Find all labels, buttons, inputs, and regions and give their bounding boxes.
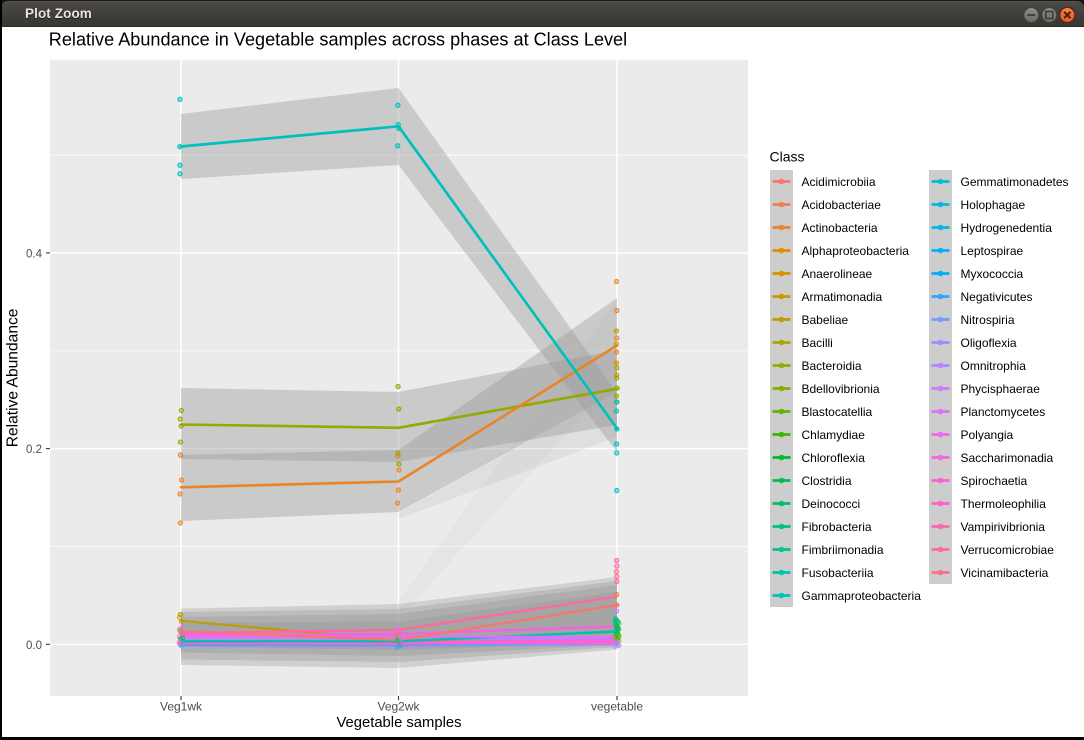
svg-text:Relative Abundance in Vegetabl: Relative Abundance in Vegetable samples … — [49, 29, 627, 49]
svg-text:Phycisphaerae: Phycisphaerae — [961, 382, 1041, 396]
svg-text:Vampirivibrionia: Vampirivibrionia — [961, 520, 1046, 534]
svg-text:Oligoflexia: Oligoflexia — [961, 336, 1017, 350]
svg-text:Leptospirae: Leptospirae — [961, 244, 1024, 258]
svg-text:Gammaproteobacteria: Gammaproteobacteria — [802, 589, 922, 603]
svg-text:Armatimonadia: Armatimonadia — [802, 290, 883, 304]
svg-text:Veg2wk: Veg2wk — [377, 699, 420, 713]
svg-text:Thermoleophilia: Thermoleophilia — [961, 497, 1047, 511]
svg-text:Vegetable samples: Vegetable samples — [336, 715, 461, 731]
svg-text:Fusobacteriia: Fusobacteriia — [802, 566, 874, 580]
svg-text:Anaerolineae: Anaerolineae — [802, 267, 873, 281]
svg-text:vegetable: vegetable — [591, 699, 643, 713]
svg-text:Class: Class — [770, 149, 805, 165]
svg-text:Bacteroidia: Bacteroidia — [802, 359, 862, 373]
svg-text:Blastocatellia: Blastocatellia — [802, 405, 873, 419]
svg-text:Fibrobacteria: Fibrobacteria — [802, 520, 872, 534]
svg-text:Alphaproteobacteria: Alphaproteobacteria — [802, 244, 910, 258]
svg-text:Clostridia: Clostridia — [802, 474, 852, 488]
svg-text:Negativicutes: Negativicutes — [961, 290, 1033, 304]
svg-text:Deinococci: Deinococci — [802, 497, 861, 511]
svg-text:Saccharimonadia: Saccharimonadia — [961, 451, 1054, 465]
svg-text:Gemmatimonadetes: Gemmatimonadetes — [961, 175, 1069, 189]
svg-text:Acidimicrobiia: Acidimicrobiia — [802, 175, 876, 189]
svg-text:Bacilli: Bacilli — [802, 336, 833, 350]
svg-text:Bdellovibrionia: Bdellovibrionia — [802, 382, 880, 396]
svg-text:Omnitrophia: Omnitrophia — [961, 359, 1027, 373]
svg-text:Myxococcia: Myxococcia — [961, 267, 1024, 281]
svg-text:Fimbriimonadia: Fimbriimonadia — [802, 543, 884, 557]
svg-text:Veg1wk: Veg1wk — [160, 699, 203, 713]
svg-text:Acidobacteriae: Acidobacteriae — [802, 198, 882, 212]
svg-text:Babeliae: Babeliae — [802, 313, 849, 327]
svg-text:Planctomycetes: Planctomycetes — [961, 405, 1046, 419]
svg-text:0.2: 0.2 — [26, 444, 42, 456]
svg-text:Verrucomicrobiae: Verrucomicrobiae — [961, 543, 1055, 557]
svg-text:Vicinamibacteria: Vicinamibacteria — [961, 566, 1049, 580]
svg-text:Polyangia: Polyangia — [961, 428, 1014, 442]
svg-text:Hydrogenedentia: Hydrogenedentia — [961, 221, 1053, 235]
svg-text:0.4: 0.4 — [26, 249, 43, 261]
svg-text:Holophagae: Holophagae — [961, 198, 1026, 212]
svg-text:0.0: 0.0 — [26, 640, 42, 652]
svg-text:Spirochaetia: Spirochaetia — [961, 474, 1028, 488]
svg-text:Chlamydiae: Chlamydiae — [802, 428, 866, 442]
svg-text:Relative Abundance: Relative Abundance — [5, 309, 22, 448]
svg-text:Chloroflexia: Chloroflexia — [802, 451, 866, 465]
svg-text:Actinobacteria: Actinobacteria — [802, 221, 878, 235]
svg-text:Nitrospiria: Nitrospiria — [961, 313, 1015, 327]
